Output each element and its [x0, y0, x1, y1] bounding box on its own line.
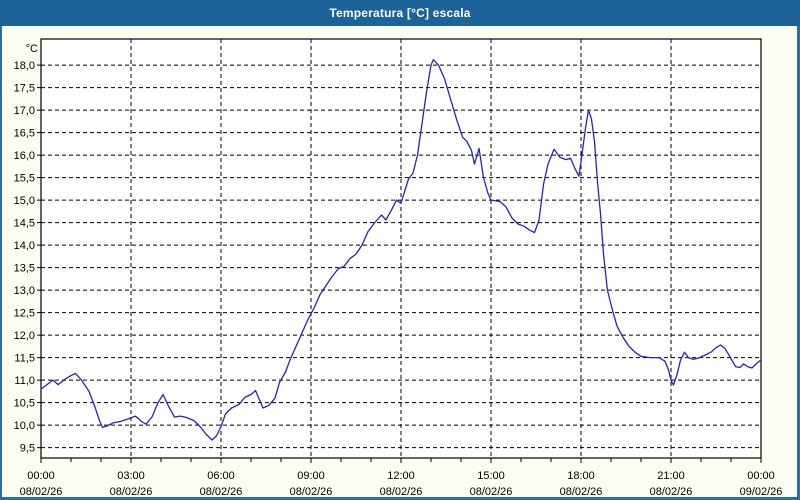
plot-background — [41, 39, 761, 458]
y-tick-label: 10,5 — [14, 398, 35, 410]
x-tick-time-label: 12:00 — [387, 470, 415, 482]
y-tick-label: 15,5 — [14, 173, 35, 185]
y-tick-label: 11,0 — [14, 375, 35, 387]
x-tick-time-label: 06:00 — [207, 470, 235, 482]
x-tick-date-label: 08/02/26 — [290, 486, 333, 498]
y-tick-label: 16,0 — [14, 150, 35, 162]
y-tick-label: 11,5 — [14, 353, 35, 365]
window-border-left — [0, 26, 2, 500]
x-tick-time-label: 15:00 — [477, 470, 505, 482]
y-tick-label: 15,0 — [14, 195, 35, 207]
plot-border — [40, 38, 762, 459]
y-tick-label: 10,0 — [14, 420, 35, 432]
x-tick-date-label: 08/02/26 — [20, 486, 63, 498]
window-title: Temperatura [°C] escala — [329, 6, 471, 20]
x-tick-date-label: 08/02/26 — [380, 486, 423, 498]
x-tick-date-label: 08/02/26 — [560, 486, 603, 498]
x-tick-date-label: 09/02/26 — [740, 486, 783, 498]
temperature-line — [40, 59, 762, 441]
y-tick-label: 14,0 — [14, 240, 35, 252]
y-tick-label: 18,0 — [14, 60, 35, 72]
y-tick-label: 9,5 — [20, 443, 35, 455]
x-tick-time-label: 03:00 — [117, 470, 145, 482]
x-tick-time-label: 09:00 — [297, 470, 325, 482]
window-border-right — [797, 26, 800, 500]
y-tick-label: 13,0 — [14, 285, 35, 297]
x-tick-date-label: 08/02/26 — [650, 486, 693, 498]
x-tick-time-label: 00:00 — [747, 470, 775, 482]
window-border-bottom — [0, 497, 800, 500]
y-tick-label: 14,5 — [14, 218, 35, 230]
y-tick-label: 12,0 — [14, 330, 35, 342]
titlebar: Temperatura [°C] escala — [0, 0, 800, 26]
y-tick-label: 13,5 — [14, 263, 35, 275]
x-tick-date-label: 08/02/26 — [110, 486, 153, 498]
chart-area: 18,0 17,5 17,0 16,5 16,0 15,5 15,0 14,5 14,0 13,5… — [0, 26, 800, 500]
y-tick-label: 12,5 — [14, 308, 35, 320]
x-tick-time-label: 21:00 — [657, 470, 685, 482]
y-tick-label: 17,5 — [14, 83, 35, 95]
x-tick-date-label: 08/02/26 — [200, 486, 243, 498]
x-tick-date-label: 08/02/26 — [470, 486, 513, 498]
x-tick-time-label: 18:00 — [567, 470, 595, 482]
x-tick-time-label: 00:00 — [27, 470, 55, 482]
y-axis-unit-label: °C — [26, 43, 38, 55]
y-tick-label: 16,5 — [14, 128, 35, 140]
chart-svg: 18,0 17,5 17,0 16,5 16,0 15,5 15,0 14,5 14,0 13,5… — [14, 38, 783, 498]
y-tick-label: 17,0 — [14, 105, 35, 117]
